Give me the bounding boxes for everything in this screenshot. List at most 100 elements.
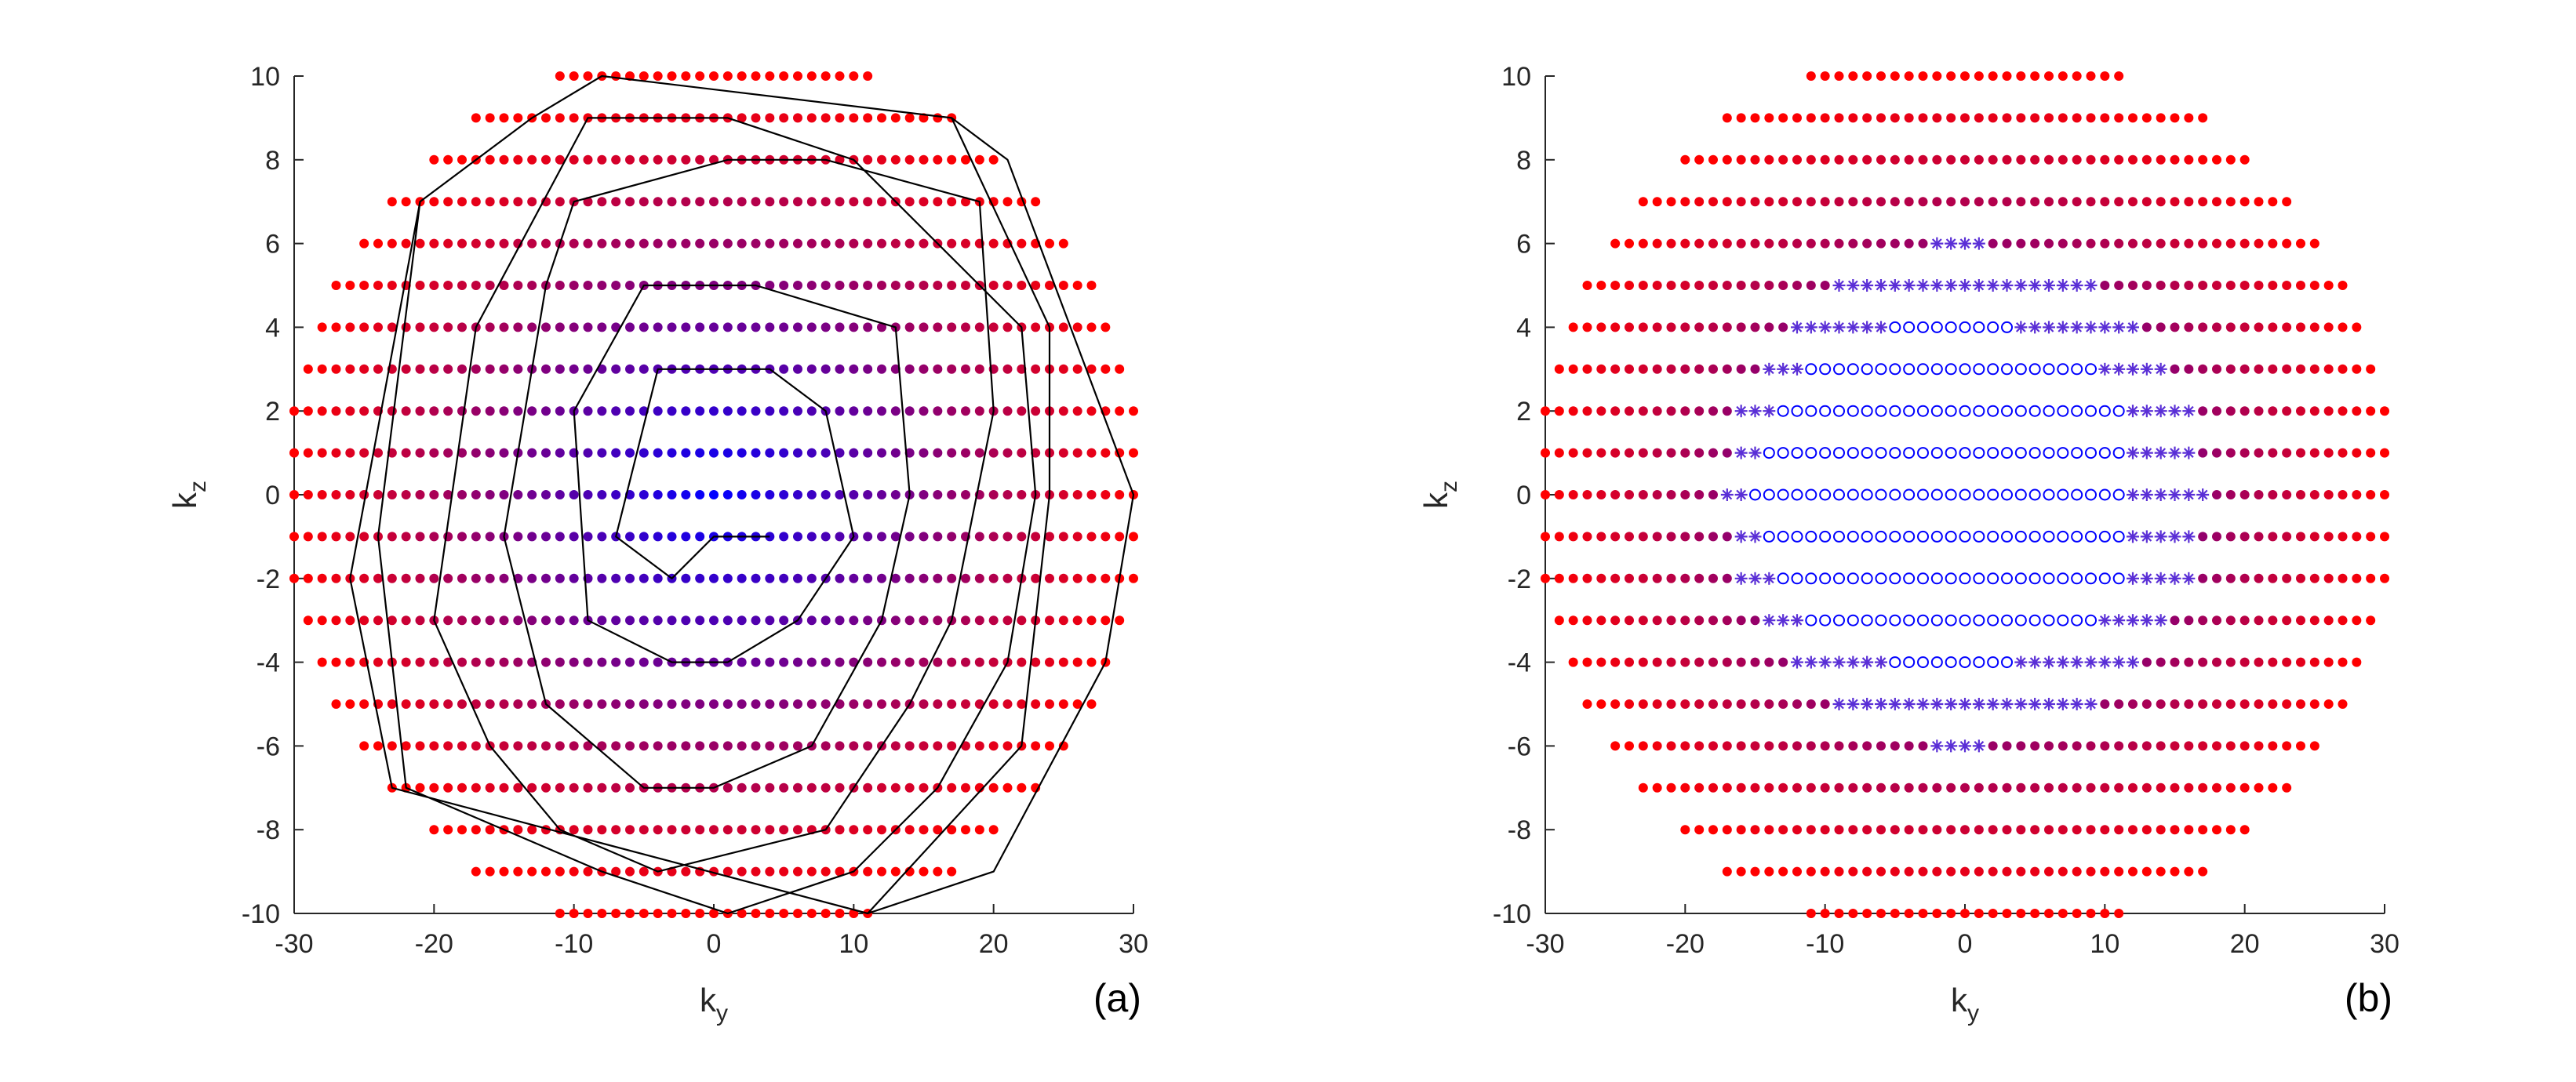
sample-point [1045, 573, 1054, 583]
sample-point [2072, 866, 2082, 877]
sample-point [1806, 71, 1816, 81]
sample-point [1708, 281, 1718, 290]
sample-point [988, 699, 999, 709]
sample-point [1974, 197, 1984, 207]
sample-point [527, 154, 537, 165]
sample-point [2198, 782, 2208, 793]
sample-point-open [2085, 405, 2097, 417]
sample-point [1017, 657, 1027, 667]
sample-point [625, 657, 635, 667]
sample-point [583, 71, 593, 81]
sample-point-open [1833, 447, 1845, 459]
sample-point [303, 448, 313, 458]
sample-point [2254, 782, 2264, 793]
sample-point [751, 866, 761, 877]
sample-point [793, 657, 802, 667]
sample-point [1764, 154, 1774, 165]
sample-point [820, 364, 831, 374]
sample-point [2100, 281, 2110, 290]
sample-point [1058, 238, 1068, 249]
x-tick-label: -30 [275, 929, 313, 959]
sample-point-open [2112, 405, 2125, 417]
sample-point [890, 532, 901, 542]
sample-point-open [1917, 530, 1929, 543]
sample-point [1638, 699, 1648, 709]
sample-point-asterisk [1804, 321, 1817, 334]
sample-point [1708, 322, 1718, 332]
sample-point [1848, 113, 1858, 123]
sample-point-open [1917, 572, 1929, 585]
sample-point [415, 238, 425, 249]
sample-point [2184, 782, 2194, 793]
sample-point [555, 364, 565, 374]
sample-point [933, 699, 943, 709]
sample-point-asterisk [1861, 698, 1874, 710]
sample-point [765, 573, 775, 583]
y-axis-label: kz [1417, 481, 1462, 509]
sample-point-open [2098, 530, 2111, 543]
sample-point [947, 281, 957, 290]
sample-point [1904, 909, 1914, 918]
sample-point-open [1805, 530, 1817, 543]
sample-point [1086, 364, 1097, 374]
sample-point [1680, 154, 1690, 165]
sample-point [569, 364, 579, 374]
sample-point [415, 322, 425, 332]
sample-point [1694, 238, 1705, 249]
sample-point [1101, 615, 1111, 626]
sample-point [499, 281, 509, 290]
sample-point [737, 71, 747, 81]
sample-point [751, 573, 761, 583]
sample-point [1736, 197, 1746, 207]
sample-point [639, 238, 649, 249]
sample-point [443, 281, 453, 290]
sample-point [499, 782, 509, 793]
sample-point [765, 741, 775, 751]
sample-point [639, 866, 649, 877]
sample-point [2086, 113, 2096, 123]
sample-point-asterisk [1930, 739, 1944, 753]
sample-point [2141, 825, 2152, 835]
sample-point [695, 741, 705, 751]
sample-point-asterisk [1763, 614, 1776, 627]
sample-point [345, 448, 355, 458]
sample-point [653, 490, 663, 499]
sample-point [653, 406, 663, 416]
sample-point [541, 364, 551, 374]
sample-point [541, 741, 551, 751]
sample-point [1932, 825, 1942, 835]
sample-point [2058, 238, 2068, 249]
sample-point [1876, 154, 1886, 165]
sample-point [1031, 532, 1041, 542]
sample-point [429, 322, 439, 332]
sample-point [947, 364, 957, 374]
sample-point [1596, 364, 1606, 374]
sample-point [597, 281, 607, 290]
sample-point [1002, 490, 1013, 499]
y-tick-label: 0 [1516, 481, 1531, 510]
sample-point [793, 699, 802, 709]
sample-point-asterisk [1875, 698, 1887, 710]
sample-point [289, 490, 299, 499]
sample-point [555, 197, 565, 207]
sample-point [2170, 281, 2180, 290]
sample-point [1596, 406, 1606, 416]
sample-point-asterisk [1763, 405, 1776, 418]
sample-point [415, 406, 425, 416]
sample-point [2309, 238, 2319, 249]
sample-point [2198, 281, 2208, 290]
sample-point [2072, 238, 2082, 249]
sample-point [1666, 490, 1676, 499]
sample-point [1750, 741, 1760, 751]
sample-point-open [1903, 572, 1916, 585]
sample-point [415, 657, 425, 667]
sample-point [1101, 448, 1111, 458]
sample-point [890, 699, 901, 709]
sample-point [1988, 909, 1998, 918]
sample-point [779, 825, 789, 835]
sample-point [499, 866, 509, 877]
sample-point [583, 406, 593, 416]
sample-point [919, 741, 929, 751]
sample-point [331, 406, 341, 416]
y-tick-label: 8 [1516, 146, 1531, 176]
